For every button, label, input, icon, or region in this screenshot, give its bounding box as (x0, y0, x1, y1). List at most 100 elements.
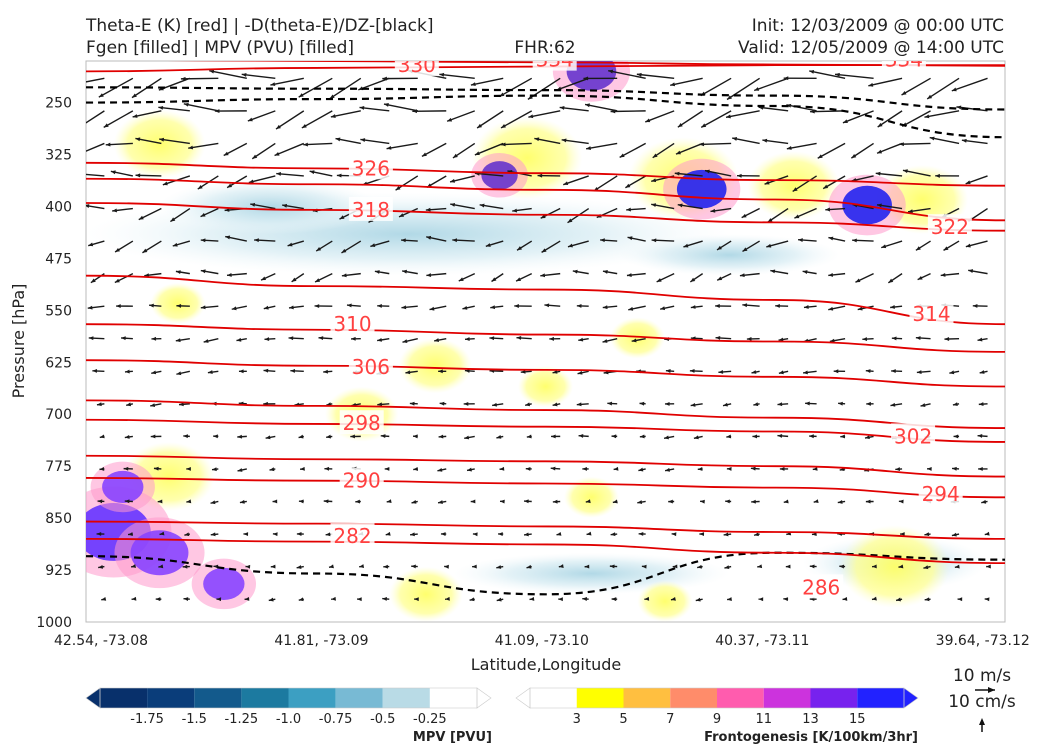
colorbar-segment (289, 688, 336, 708)
colorbar-tick-label: 9 (713, 712, 721, 727)
vector-ref-vertical-arrowhead (979, 718, 985, 725)
mpv-colorbar-title: MPV [PVU] (413, 730, 492, 745)
colorbar-tick-label: 5 (619, 712, 627, 727)
title-left-1: Theta-E (K) [red] | -D(theta-E)/DZ-[blac… (85, 16, 434, 36)
frontogenesis-region (389, 567, 463, 622)
y-tick-label: 475 (45, 251, 72, 267)
colorbar-segment (764, 688, 811, 708)
wind-vector (810, 111, 845, 112)
colorbar-extend-left (86, 688, 100, 708)
colorbar-tick-label: 3 (573, 712, 581, 727)
x-tick-label: 42.54, -73.08 (54, 633, 148, 649)
x-axis-ticks: 42.54, -73.08 41.81, -73.09 41.09, -73.10 4… (54, 633, 1030, 649)
theta-e-label: 286 (802, 575, 840, 599)
colorbar-tick-label: 11 (755, 712, 772, 727)
colorbar-segment (577, 688, 624, 708)
frontogenesis-region (150, 283, 205, 324)
colorbar-segment (194, 688, 241, 708)
colorbar-tick-label: 13 (802, 712, 819, 727)
y-tick-label: 1000 (36, 615, 72, 631)
theta-e-label: 314 (912, 302, 950, 326)
pv-maximum (114, 517, 204, 588)
colorbar-segment (717, 688, 764, 708)
colorbar-segment (857, 688, 904, 708)
y-tick-label: 850 (45, 511, 72, 527)
colorbar-tick-label: -1.5 (182, 712, 207, 727)
y-tick-label: 700 (45, 407, 72, 423)
colorbar-tick-label: -1.75 (130, 712, 164, 727)
theta-e-label: 326 (352, 156, 390, 180)
title-left-2: Fgen [filled] | MPV (PVU) [filled] (86, 38, 354, 58)
wind-vector (181, 78, 218, 79)
theta-e-label: 302 (894, 424, 932, 448)
colorbar-segment (811, 688, 858, 708)
frontogenesis-region (398, 338, 472, 393)
forecast-hour: FHR:62 (514, 38, 575, 58)
pv-core (131, 530, 189, 575)
colorbar-extend-right (477, 688, 491, 708)
colorbar-tick-label: -1.0 (276, 712, 301, 727)
x-tick-label: 39.64, -73.12 (936, 633, 1030, 649)
wind-vector-head (69, 82, 74, 86)
wind-vector-head (75, 126, 80, 130)
y-tick-label: 400 (45, 199, 72, 215)
theta-e-label: 306 (352, 355, 390, 379)
colorbar-segment (383, 688, 430, 708)
frontogenesis-region (637, 581, 692, 622)
y-axis-ticks: 250 325 400 475 550 625 700 775 850 925 1000 (36, 96, 72, 631)
wind-vector-head (75, 152, 80, 156)
colorbar-segment (241, 688, 288, 708)
colorbar-segment (624, 688, 671, 708)
y-tick-label: 550 (45, 303, 72, 319)
colorbar-segment (147, 688, 194, 708)
colorbar-extend-left (516, 688, 530, 708)
x-axis-label: Latitude,Longitude (471, 655, 622, 674)
colorbar-segment (430, 688, 477, 708)
colorbar-tick-label: -1.25 (225, 712, 259, 727)
x-tick-label: 40.37, -73.11 (715, 633, 809, 649)
y-axis-label: Pressure [hPa] (9, 284, 28, 399)
x-tick-label: 41.09, -73.10 (495, 633, 589, 649)
wind-vector (611, 111, 646, 112)
y-tick-label: 250 (45, 96, 72, 112)
colorbar-tick-label: 7 (666, 712, 674, 727)
theta-e-label: 290 (343, 469, 381, 493)
pv-core (102, 471, 143, 503)
theta-e-label: 318 (352, 198, 390, 222)
theta-e-label: 294 (922, 482, 960, 506)
vector-ref-vertical-label: 10 cm/s (948, 692, 1016, 712)
theta-e-label: 330 (398, 53, 436, 77)
colorbar-segment (670, 688, 717, 708)
colorbar-tick-label: -0.75 (319, 712, 353, 727)
theta-e-label: 310 (333, 312, 371, 336)
y-tick-label: 775 (45, 459, 72, 475)
colorbar-segment (530, 688, 577, 708)
y-tick-label: 625 (45, 355, 72, 371)
y-tick-label: 925 (45, 563, 72, 579)
valid-time: Valid: 12/05/2009 @ 14:00 UTC (738, 38, 1004, 58)
wind-vector-head (79, 172, 84, 176)
vector-ref-horizontal-label: 10 m/s (953, 666, 1011, 686)
pv-core (842, 186, 892, 225)
mpv-colorbar: -1.75 -1.5 -1.25 -1.0 -0.75 -0.5 -0.25 (86, 688, 491, 727)
mpv-negative-region (454, 553, 730, 595)
colorbar-tick-label: -0.5 (370, 712, 395, 727)
pv-core (203, 568, 244, 600)
wind-vector (899, 143, 930, 144)
colorbar-extend-right (904, 688, 918, 708)
y-tick-label: 325 (45, 148, 72, 164)
x-tick-label: 41.81, -73.09 (274, 633, 368, 649)
theta-e-label: 322 (931, 215, 969, 239)
theta-e-label: 298 (343, 411, 381, 435)
colorbar-segment (336, 688, 383, 708)
init-time: Init: 12/03/2009 @ 00:00 UTC (752, 16, 1004, 36)
colorbar-segment (100, 688, 147, 708)
colorbar-tick-label: -0.25 (413, 712, 447, 727)
fgen-colorbar-title: Frontogenesis [K/100km/3hr] (704, 730, 918, 745)
pv-maximum (663, 159, 740, 220)
fgen-colorbar: 3 5 7 9 11 13 15 (516, 688, 918, 727)
theta-e-label: 282 (333, 524, 371, 548)
colorbar-tick-label: 15 (849, 712, 866, 727)
